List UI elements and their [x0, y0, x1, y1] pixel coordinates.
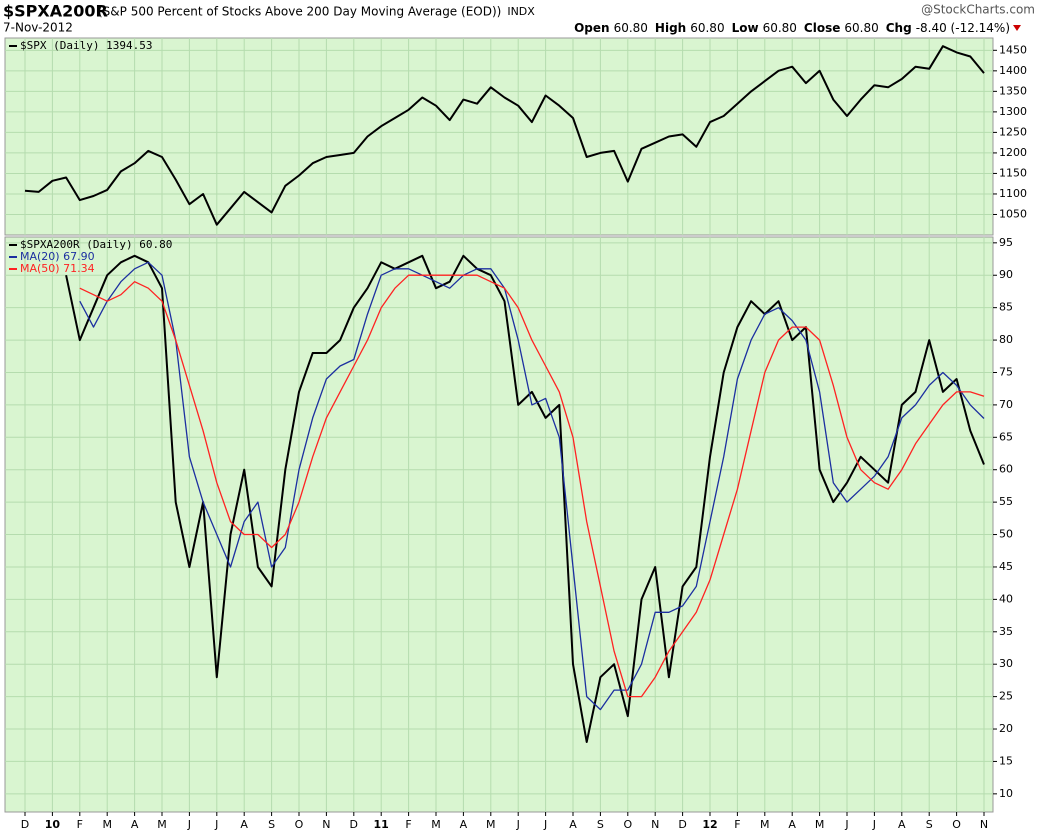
y-tick-label: 1400	[999, 64, 1027, 77]
x-tick-label: J	[516, 818, 520, 831]
y-tick-label: 10	[999, 787, 1013, 800]
x-tick-label: J	[187, 818, 191, 831]
x-tick-label: M	[431, 818, 441, 831]
y-tick-label: 25	[999, 690, 1013, 703]
y-tick-label: 55	[999, 495, 1013, 508]
quote-label: Chg	[886, 21, 912, 35]
plot-background	[4, 236, 994, 813]
y-tick-label: 50	[999, 528, 1013, 541]
x-tick-label: 11	[374, 818, 389, 831]
y-tick-label: 45	[999, 560, 1013, 573]
x-tick-label: 12	[702, 818, 717, 831]
legend-entry: $SPX (Daily) 1394.53	[20, 39, 152, 52]
x-tick-label: S	[926, 818, 933, 831]
quote: Open 60.80 High 60.80 Low 60.80 Close 60.80 Chg -…	[574, 21, 1010, 35]
x-tick-label: N	[980, 818, 988, 831]
series-line	[65, 254, 985, 743]
quote-label: Open	[574, 21, 609, 35]
x-tick-label: S	[268, 818, 275, 831]
x-tick-label: M	[760, 818, 770, 831]
x-tick-label: A	[460, 818, 468, 831]
quote-value: 60.80	[763, 21, 797, 35]
x-tick-label: 10	[45, 818, 61, 831]
x-tick-label: A	[240, 818, 248, 831]
y-tick-label: 40	[999, 592, 1013, 605]
x-tick-label: M	[815, 818, 825, 831]
x-tick-label: A	[569, 818, 577, 831]
x-tick-label: D	[350, 818, 358, 831]
series-line	[24, 45, 985, 226]
x-tick-label: N	[322, 818, 330, 831]
y-tick-label: 1100	[999, 187, 1027, 200]
description: (S&P 500 Percent of Stocks Above 200 Day…	[98, 5, 501, 19]
y-tick-label: 90	[999, 268, 1013, 281]
x-tick-label: O	[623, 818, 632, 831]
y-tick-label: 75	[999, 365, 1013, 378]
y-tick-label: 95	[999, 236, 1013, 249]
series-line	[79, 261, 985, 711]
y-tick-label: 20	[999, 722, 1013, 735]
x-tick-label: O	[952, 818, 961, 831]
x-tick-label: J	[872, 818, 876, 831]
y-tick-label: 15	[999, 754, 1013, 767]
source: @StockCharts.com	[921, 3, 1035, 17]
plot-background	[4, 37, 994, 236]
x-tick-label: F	[77, 818, 83, 831]
y-tick-label: 65	[999, 430, 1013, 443]
quote-value: 60.80	[844, 21, 878, 35]
y-tick-label: 1250	[999, 125, 1027, 138]
x-tick-label: M	[157, 818, 167, 831]
x-tick-label: D	[21, 818, 29, 831]
x-tick-label: M	[486, 818, 496, 831]
x-tick-label: O	[295, 818, 304, 831]
x-tick-label: J	[844, 818, 848, 831]
series-line	[79, 274, 985, 698]
exchange: INDX	[507, 5, 535, 18]
quote-value: -8.40 (-12.14%)	[916, 21, 1010, 35]
x-tick-label: A	[898, 818, 906, 831]
y-tick-label: 35	[999, 625, 1013, 638]
x-tick-label: F	[405, 818, 411, 831]
y-tick-label: 1050	[999, 207, 1027, 220]
y-tick-label: 1350	[999, 84, 1027, 97]
x-tick-label: F	[734, 818, 740, 831]
y-tick-label: 85	[999, 301, 1013, 314]
x-tick-label: J	[543, 818, 547, 831]
y-tick-label: 60	[999, 463, 1013, 476]
x-tick-label: D	[678, 818, 686, 831]
y-tick-label: 1150	[999, 166, 1027, 179]
legend-entry: $SPXA200R (Daily) 60.80	[20, 238, 172, 251]
y-tick-label: 1300	[999, 105, 1027, 118]
x-tick-label: M	[102, 818, 112, 831]
legend-entry: MA(20) 67.90	[20, 250, 95, 263]
y-tick-label: 70	[999, 398, 1013, 411]
quote-label: High	[655, 21, 686, 35]
quote-label: Close	[804, 21, 840, 35]
y-tick-label: 1200	[999, 146, 1027, 159]
symbol: $SPXA200R	[3, 2, 108, 21]
x-tick-label: A	[131, 818, 139, 831]
x-tick-label: J	[214, 818, 218, 831]
quote-label: Low	[732, 21, 759, 35]
y-tick-label: 1450	[999, 43, 1027, 56]
y-tick-label: 80	[999, 333, 1013, 346]
quote-value: 60.80	[614, 21, 648, 35]
down-arrow	[1013, 25, 1021, 31]
x-tick-label: A	[788, 818, 796, 831]
x-tick-label: N	[651, 818, 659, 831]
quote-value: 60.80	[690, 21, 724, 35]
y-tick-label: 30	[999, 657, 1013, 670]
date: 7-Nov-2012	[3, 21, 73, 35]
x-tick-label: S	[597, 818, 604, 831]
legend-entry: MA(50) 71.34	[20, 262, 95, 275]
